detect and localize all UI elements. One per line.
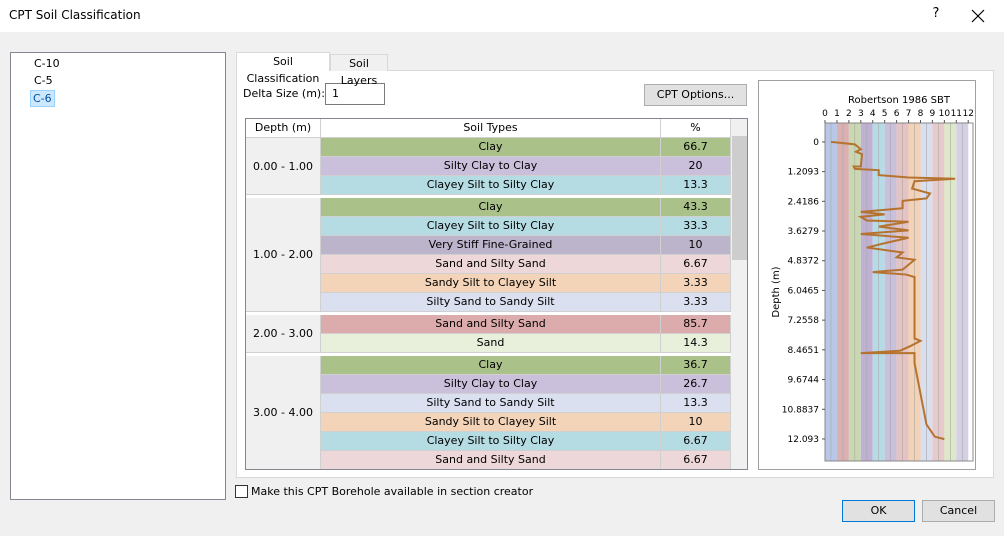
percent-cell: 43.3: [661, 198, 731, 217]
y-tick-label: 1.2093: [788, 168, 820, 178]
tab-strip: Soil Classification Soil Layers: [236, 52, 396, 87]
soil-type-cell: Clayey Silt to Silty Clay: [321, 217, 661, 236]
percent-cell: 10: [661, 236, 731, 255]
percent-cell: 6.67: [661, 432, 731, 451]
soil-type-cell: Clayey Silt to Silty Clay: [321, 432, 661, 451]
soil-type-cell: Silty Sand to Sandy Silt: [321, 394, 661, 413]
window-title: CPT Soil Classification: [9, 8, 141, 22]
percent-cell: 36.7: [661, 356, 731, 375]
y-tick-label: 7.2558: [788, 316, 820, 326]
x-tick-label: 0: [822, 109, 828, 119]
x-tick-label: 4: [870, 109, 876, 119]
percent-cell: 3.33: [661, 293, 731, 312]
depth-cell: 2.00 - 3.00: [246, 315, 321, 353]
y-tick-label: 6.0465: [788, 286, 820, 296]
chart-title: Robertson 1986 SBT: [848, 95, 951, 106]
percent-cell: 6.67: [661, 451, 731, 469]
close-button[interactable]: [970, 8, 986, 24]
depth-cell: 0.00 - 1.00: [246, 138, 321, 195]
soil-type-cell: Clay: [321, 356, 661, 375]
delta-input[interactable]: 1: [325, 83, 385, 105]
depth-cell: 3.00 - 4.00: [246, 356, 321, 469]
tab[interactable]: Soil Layers: [330, 54, 388, 87]
percent-cell: 66.7: [661, 138, 731, 157]
y-tick-label: 4.8372: [788, 257, 820, 267]
y-tick-label: 3.6279: [788, 227, 820, 237]
y-tick-label: 0: [813, 138, 819, 148]
borehole-list: C-10 C-5 C-6: [10, 52, 226, 500]
soil-type-cell: Sand and Silty Sand: [321, 451, 661, 469]
soil-type-cell: Sand and Silty Sand: [321, 315, 661, 334]
ok-button[interactable]: OK: [842, 500, 915, 522]
soil-type-cell: Sand and Silty Sand: [321, 255, 661, 274]
soil-type-cell: Silty Clay to Clay: [321, 375, 661, 394]
x-tick-label: 2: [846, 109, 852, 119]
x-tick-label: 9: [930, 109, 936, 119]
percent-cell: 3.33: [661, 274, 731, 293]
checkbox-label: Make this CPT Borehole available in sect…: [251, 485, 534, 498]
depth-cell: 1.00 - 2.00: [246, 198, 321, 312]
sbt-line: [830, 140, 956, 441]
percent-cell: 20: [661, 157, 731, 176]
percent-cell: 26.7: [661, 375, 731, 394]
checkbox[interactable]: [235, 485, 248, 498]
delta-label: Delta Size (m):: [243, 87, 325, 100]
help-button[interactable]: ?: [932, 6, 940, 21]
column-header: %: [661, 119, 731, 138]
x-tick-label: 7: [906, 109, 912, 119]
percent-cell: 33.3: [661, 217, 731, 236]
x-tick-label: 10: [939, 109, 951, 119]
x-tick-label: 3: [858, 109, 864, 119]
soil-type-cell: Clayey Silt to Silty Clay: [321, 176, 661, 195]
soil-table: Depth (m) Soil Types% 0.00 - 1.00 Clay 66.7 S…: [245, 118, 748, 470]
soil-type-cell: Sandy Silt to Clayey Silt: [321, 274, 661, 293]
y-tick-label: 2.4186: [788, 197, 820, 207]
scroll-thumb[interactable]: [732, 136, 747, 260]
percent-cell: 13.3: [661, 394, 731, 413]
column-header: Soil Types: [321, 119, 661, 138]
x-tick-label: 5: [882, 109, 888, 119]
percent-cell: 6.67: [661, 255, 731, 274]
cancel-button[interactable]: Cancel: [922, 500, 995, 522]
soil-type-cell: Very Stiff Fine-Grained: [321, 236, 661, 255]
column-header: Depth (m): [246, 119, 321, 138]
y-tick-label: 12.093: [788, 435, 820, 445]
x-tick-label: 12: [962, 109, 973, 119]
title-bar: CPT Soil Classification ?: [0, 0, 1004, 32]
x-tick-label: 6: [894, 109, 900, 119]
x-tick-label: 11: [951, 109, 962, 119]
borehole-item[interactable]: C-6: [30, 90, 55, 107]
x-tick-label: 8: [918, 109, 924, 119]
plot-frame: [824, 122, 974, 462]
soil-type-cell: Sandy Silt to Clayey Silt: [321, 413, 661, 432]
y-tick-label: 8.4651: [788, 346, 820, 356]
percent-cell: 13.3: [661, 176, 731, 195]
percent-cell: 14.3: [661, 334, 731, 353]
y-tick-label: 9.6744: [788, 376, 820, 386]
y-axis-label: Depth (m): [771, 266, 782, 317]
y-tick-label: 10.8837: [782, 405, 819, 415]
soil-type-cell: Silty Sand to Sandy Silt: [321, 293, 661, 312]
cpt-options-button[interactable]: CPT Options...: [644, 84, 747, 106]
borehole-item[interactable]: C-5: [34, 74, 53, 87]
percent-cell: 10: [661, 413, 731, 432]
soil-type-cell: Sand: [321, 334, 661, 353]
soil-type-cell: Silty Clay to Clay: [321, 157, 661, 176]
soil-type-cell: Clay: [321, 198, 661, 217]
borehole-item[interactable]: C-10: [34, 57, 60, 70]
percent-cell: 85.7: [661, 315, 731, 334]
tab[interactable]: Soil Classification: [236, 52, 330, 85]
x-tick-label: 1: [834, 109, 840, 119]
soil-type-cell: Clay: [321, 138, 661, 157]
